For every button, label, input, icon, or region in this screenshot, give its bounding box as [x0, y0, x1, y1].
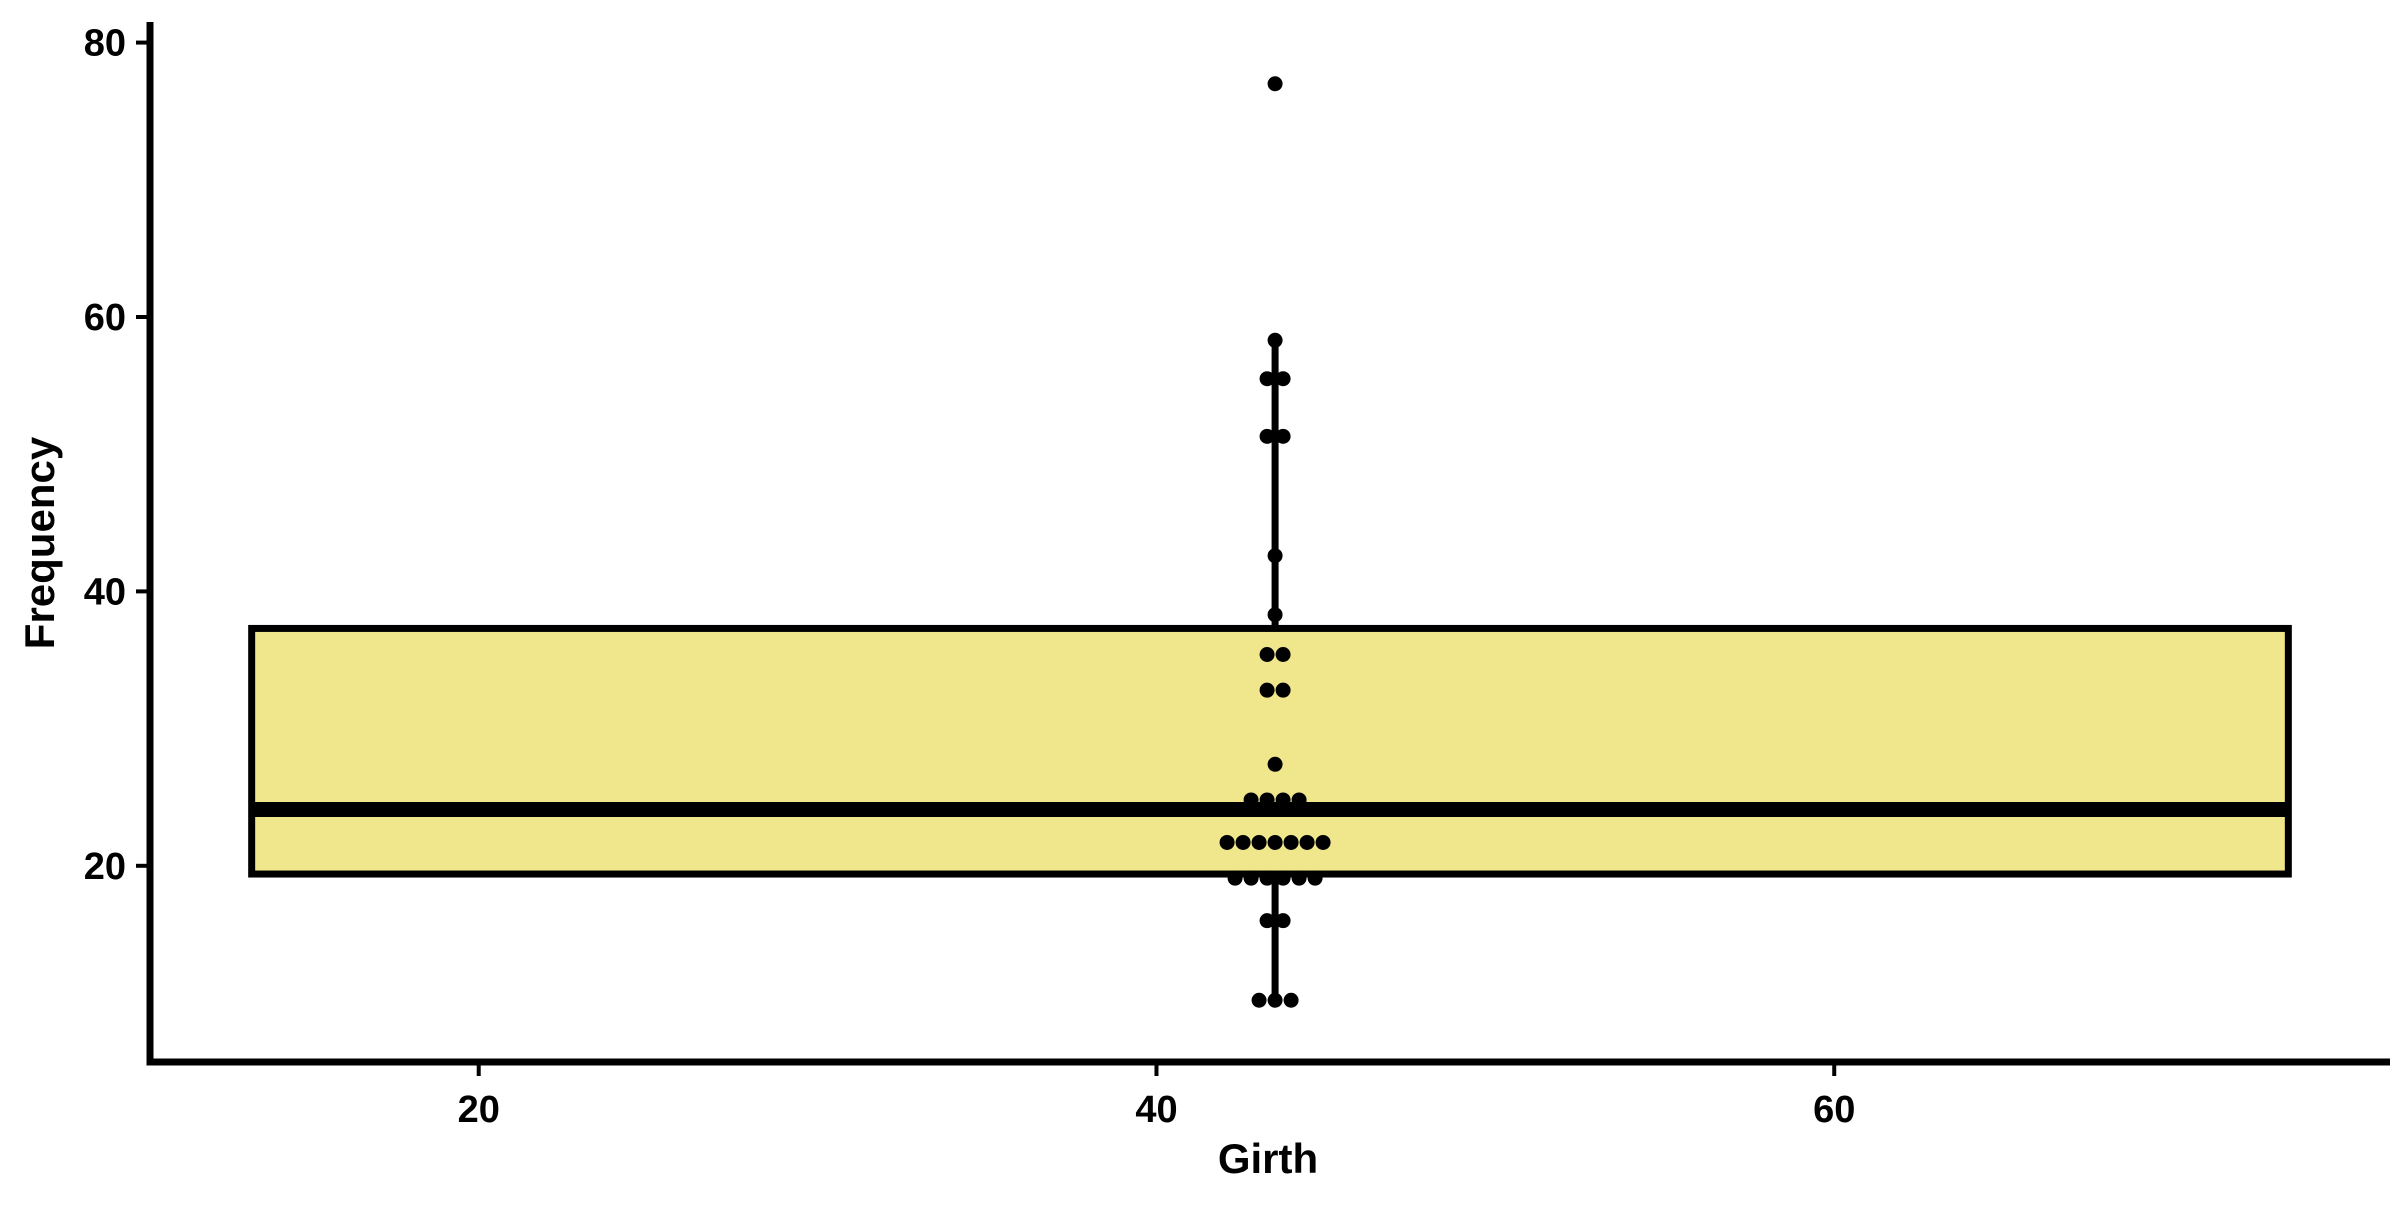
box-layer	[248, 340, 2292, 1001]
data-point	[1259, 792, 1275, 808]
data-point	[1251, 834, 1267, 850]
data-point	[1291, 870, 1307, 886]
data-point	[1283, 834, 1299, 850]
points-layer	[1219, 76, 1331, 1008]
data-point	[1267, 332, 1283, 348]
data-point	[1275, 682, 1291, 698]
box-rect	[248, 624, 2292, 878]
data-point	[1251, 992, 1267, 1008]
ticks-layer: 20 40 60 20 40 60 80	[84, 23, 1856, 1131]
data-point	[1291, 792, 1307, 808]
data-point	[1315, 834, 1331, 850]
y-tick-label: 40	[84, 571, 126, 613]
data-point	[1283, 992, 1299, 1008]
data-point	[1243, 870, 1259, 886]
data-point	[1307, 870, 1323, 886]
x-tick-label: 40	[1135, 1089, 1177, 1131]
data-point	[1299, 834, 1315, 850]
data-point	[1267, 76, 1283, 92]
data-point	[1275, 870, 1291, 886]
x-tick-label: 60	[1813, 1089, 1855, 1131]
data-point	[1243, 792, 1259, 808]
axes-layer	[146, 22, 2390, 1066]
data-point	[1259, 913, 1275, 929]
data-point	[1259, 647, 1275, 663]
x-tick-label: 20	[458, 1089, 500, 1131]
y-axis-title: Frequency	[16, 436, 63, 649]
data-point	[1267, 607, 1283, 623]
y-tick-label: 80	[84, 23, 126, 65]
data-point	[1275, 792, 1291, 808]
data-point	[1275, 647, 1291, 663]
y-tick-label: 60	[84, 297, 126, 339]
data-point	[1275, 371, 1291, 387]
data-point	[1227, 870, 1243, 886]
data-point	[1275, 913, 1291, 929]
data-point	[1267, 992, 1283, 1008]
data-point	[1259, 682, 1275, 698]
data-point	[1275, 428, 1291, 444]
data-point	[1259, 371, 1275, 387]
x-axis-title: Girth	[1218, 1135, 1318, 1182]
data-point	[1267, 756, 1283, 772]
data-point	[1259, 870, 1275, 886]
data-point	[1267, 834, 1283, 850]
data-point	[1259, 428, 1275, 444]
y-tick-label: 20	[84, 846, 126, 888]
data-point	[1219, 834, 1235, 850]
data-point	[1267, 548, 1283, 564]
data-point	[1235, 834, 1251, 850]
